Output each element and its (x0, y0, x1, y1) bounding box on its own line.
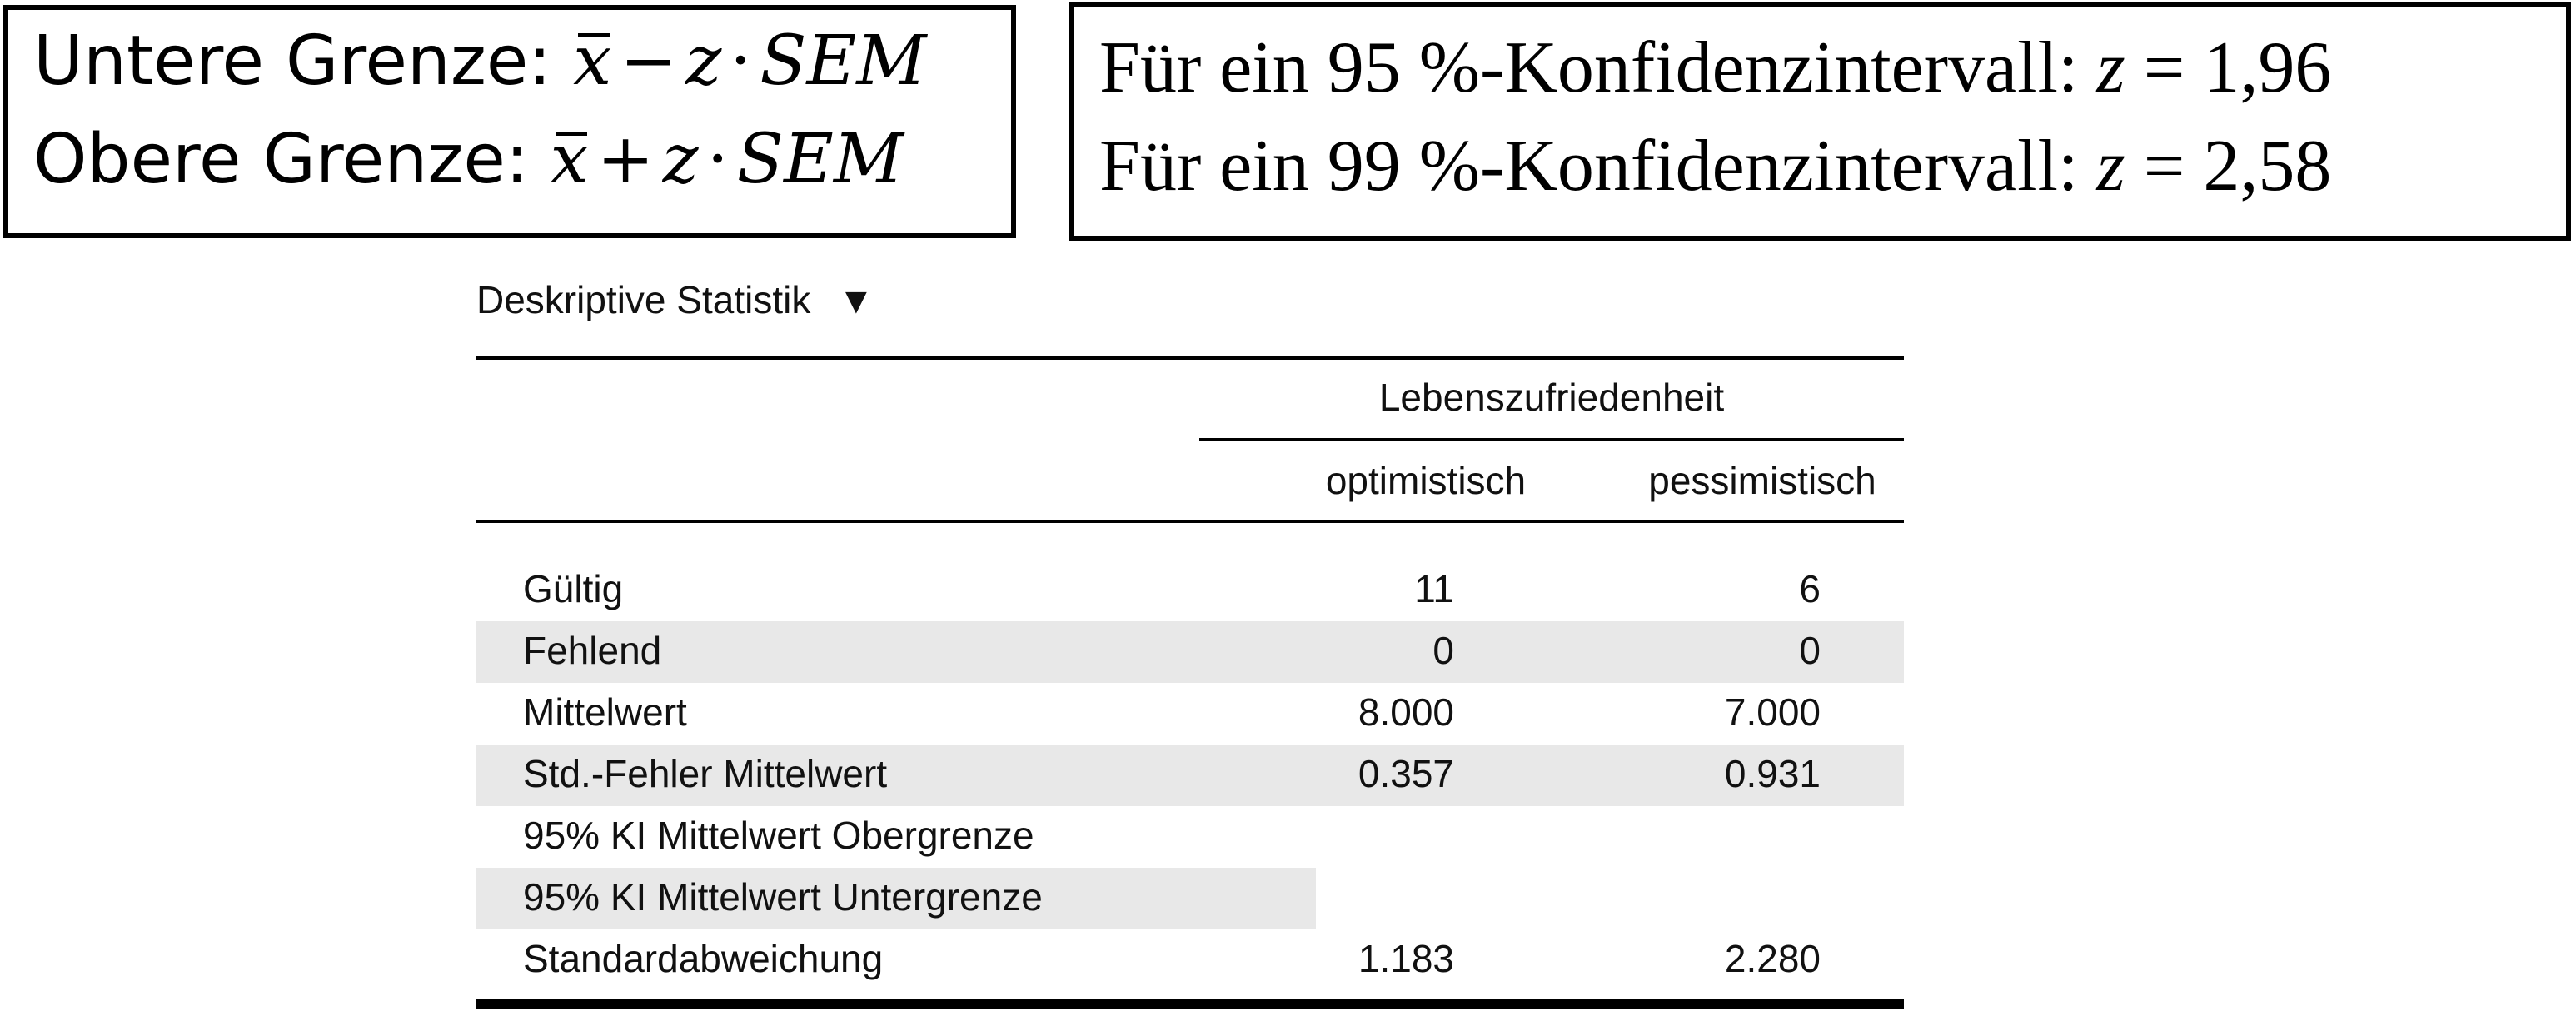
sem-symbol: SEM (736, 120, 904, 199)
table-row: 95% KI Mittelwert Untergrenze (476, 868, 1904, 929)
mean-symbol: x (550, 120, 589, 199)
section-title: Deskriptive Statistik (476, 278, 811, 321)
group-header: Lebenszufriedenheit (1378, 376, 1725, 419)
cell-pessimistisch: 6 (1799, 567, 1821, 610)
row-label: Fehlend (523, 629, 662, 672)
cell-optimistisch: 0 (1432, 629, 1454, 672)
table-row: 95% KI Mittelwert Obergrenze (476, 806, 1904, 868)
z-symbol: z (685, 22, 722, 101)
z-99-text: Für ein 99 %-Konfidenzintervall: (1099, 126, 2079, 207)
table-row: Mittelwert 8.000 7.000 (476, 683, 1904, 745)
table-row: Gültig 11 6 (476, 560, 1904, 621)
collapse-toggle-icon[interactable]: ▼ (838, 281, 874, 321)
multiply-dot: · (730, 22, 752, 101)
sem-symbol: SEM (760, 22, 927, 101)
cell-pessimistisch: 0.931 (1724, 752, 1821, 795)
z-symbol: z (2096, 126, 2125, 207)
table-bottom-rule (476, 999, 1904, 1009)
lower-bound-formula: Untere Grenze: x − z · SEM (33, 22, 926, 101)
row-label: Gültig (523, 567, 624, 610)
mean-symbol: x (573, 22, 612, 101)
cell-optimistisch: 0.357 (1358, 752, 1454, 795)
row-label: 95% KI Mittelwert Untergrenze (523, 875, 1043, 919)
cell-optimistisch: 8.000 (1358, 690, 1454, 734)
table-row: Standardabweichung 1.183 2.280 (476, 929, 1904, 991)
row-label: Standardabweichung (523, 937, 884, 980)
cell-optimistisch: 1.183 (1358, 937, 1454, 980)
z-symbol: z (662, 120, 699, 199)
z-99-value: = 2,58 (2143, 126, 2332, 207)
lower-bound-label: Untere Grenze: (33, 22, 552, 101)
minus-operator: − (620, 22, 678, 101)
header-bottom-rule (476, 520, 1904, 523)
z-symbol: z (2096, 27, 2125, 108)
descriptive-statistics-header: Deskriptive Statistik ▼ (476, 277, 874, 322)
z-95-text: Für ein 95 %-Konfidenzintervall: (1099, 27, 2079, 108)
cell-pessimistisch: 2.280 (1724, 937, 1821, 980)
cell-pessimistisch: 0 (1799, 629, 1821, 672)
upper-bound-formula: Obere Grenze: x + z · SEM (33, 120, 904, 199)
group-header-rule (1199, 438, 1904, 441)
z-99-line: Für ein 99 %-Konfidenzintervall: z = 2,5… (1099, 124, 2331, 208)
z-value-box: Für ein 95 %-Konfidenzintervall: z = 1,9… (1069, 2, 2571, 241)
row-label: 95% KI Mittelwert Obergrenze (523, 814, 1034, 857)
upper-bound-label: Obere Grenze: (33, 120, 529, 199)
row-label: Std.-Fehler Mittelwert (523, 752, 888, 795)
column-header-pessimistisch: pessimistisch (1648, 459, 1876, 502)
row-label: Mittelwert (523, 690, 687, 734)
table-row: Fehlend 0 0 (476, 621, 1904, 683)
row-shading (476, 621, 1904, 683)
ci-formula-box: Untere Grenze: x − z · SEM Obere Grenze: x + z… (3, 5, 1016, 238)
plus-operator: + (596, 120, 655, 199)
z-95-line: Für ein 95 %-Konfidenzintervall: z = 1,9… (1099, 26, 2331, 110)
table-top-rule (476, 356, 1904, 360)
table-row: Std.-Fehler Mittelwert 0.357 0.931 (476, 745, 1904, 806)
cell-optimistisch: 11 (1414, 567, 1454, 610)
row-shading (476, 745, 1904, 806)
row-shading (476, 868, 1316, 929)
column-header-optimistisch: optimistisch (1325, 459, 1527, 502)
multiply-dot: · (706, 120, 729, 199)
cell-pessimistisch: 7.000 (1724, 690, 1821, 734)
z-95-value: = 1,96 (2143, 27, 2332, 108)
